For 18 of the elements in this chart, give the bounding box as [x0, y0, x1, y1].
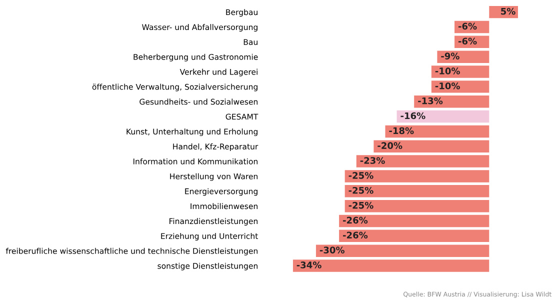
data-label: -34% [296, 262, 322, 268]
data-label: -20% [378, 142, 402, 149]
data-label: -10% [435, 68, 460, 74]
data-label: -10% [435, 82, 460, 90]
data-label: -18% [389, 127, 414, 134]
data-label: -25% [348, 186, 374, 194]
data-label: -30% [320, 246, 344, 254]
data-label: -26% [343, 216, 368, 224]
data-label: -13% [418, 97, 443, 104]
data-label: -25% [348, 202, 374, 209]
data-label: -6% [458, 22, 477, 30]
data-label: -26% [343, 232, 368, 239]
data-label: -9% [441, 52, 460, 60]
data-label: -6% [458, 38, 477, 45]
data-label: 5% [501, 8, 516, 15]
data-label: -16% [400, 112, 426, 120]
data-label: -25% [348, 172, 374, 179]
data-label: -23% [360, 157, 385, 164]
